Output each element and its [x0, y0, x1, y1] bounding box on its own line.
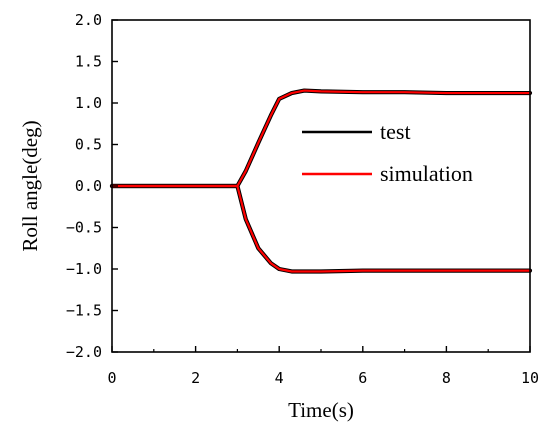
y-tick-label: −0.5: [66, 219, 102, 237]
legend: test simulation: [302, 119, 473, 186]
y-tick-label: 0.0: [75, 177, 102, 195]
series-layer: [109, 88, 533, 274]
series-simulation-line-2: [110, 184, 532, 273]
y-tick-label: 1.0: [75, 94, 102, 112]
y-axis-ticks: 2.0 1.5 1.0 0.5 0.0 −0.5 −1.0 −1.5 −2.0: [66, 11, 118, 361]
y-tick-label: −2.0: [66, 343, 102, 361]
y-tick-label: 0.5: [75, 136, 102, 154]
x-axis-label: Time(s): [288, 398, 354, 422]
legend-label-test: test: [380, 119, 411, 144]
y-tick-label: 1.5: [75, 53, 102, 71]
x-tick-label: 6: [358, 369, 367, 387]
y-axis-label: Roll angle(deg): [18, 120, 42, 251]
x-tick-label: 8: [442, 369, 451, 387]
series-simulation: [110, 89, 532, 273]
x-tick-label: 4: [275, 369, 284, 387]
legend-label-simulation: simulation: [380, 161, 473, 186]
x-tick-label: 0: [107, 369, 116, 387]
series-test-line-2: [109, 183, 533, 274]
y-tick-label: −1.5: [66, 302, 102, 320]
y-tick-label: −1.0: [66, 260, 102, 278]
x-tick-label: 10: [521, 369, 539, 387]
y-tick-label: 2.0: [75, 11, 102, 29]
x-tick-label: 2: [191, 369, 200, 387]
plot-frame: [111, 19, 531, 353]
